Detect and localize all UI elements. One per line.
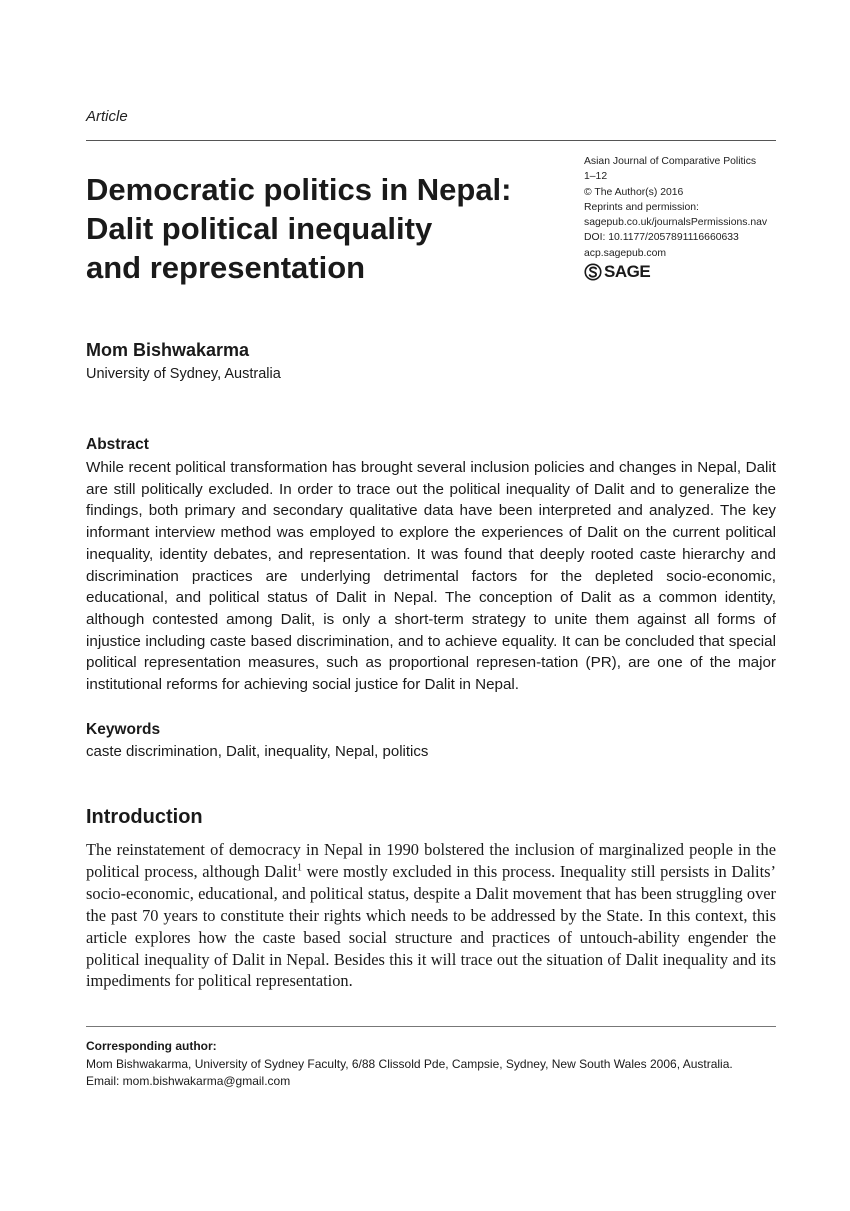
journal-site-link[interactable]: acp.sagepub.com [584,247,667,259]
footnote-marker[interactable]: 1 [297,862,303,874]
permissions-link[interactable]: sagepub.co.uk/journalsPermissions.nav [584,217,768,229]
article-type-label: Article [86,108,128,125]
journal-name: Asian Journal of Comparative Politics [584,156,757,167]
sage-logo-icon [584,263,602,281]
title-line: and representation [86,250,366,285]
keywords-list: caste discrimination, Dalit, inequality,… [86,743,429,760]
doi-link[interactable]: DOI: 10.1177/2057891116660633 [584,232,739,244]
abstract-heading: Abstract [86,436,149,453]
reprints-label: Reprints and permission: [584,201,699,213]
article-title: Democratic politics in Nepal: Dalit poli… [86,170,556,287]
sage-logo-text: SAGE [604,262,651,281]
journal-info-block: Asian Journal of Comparative Politics 1–… [584,154,784,261]
title-line: Democratic politics in Nepal: [86,172,512,207]
publisher-logo: SAGE [584,262,651,282]
keywords-heading: Keywords [86,721,161,738]
corresponding-author-address: Mom Bishwakarma, University of Sydney Fa… [86,1057,733,1071]
footnote-divider [86,1026,776,1027]
intro-text-part: The reinstatement of democracy in Nepal … [86,840,776,881]
author-name: Mom Bishwakarma [86,340,250,360]
author-affiliation: University of Sydney, Australia [86,366,281,382]
copyright-notice: © The Author(s) 2016 [584,186,684,198]
introduction-paragraph: The reinstatement of democracy in Nepal … [86,839,776,992]
introduction-heading: Introduction [86,806,203,828]
title-line: Dalit political inequality [86,211,433,246]
corresponding-author-heading: Corresponding author: [86,1039,217,1053]
header-divider [86,140,776,141]
abstract-text: While recent political transformation ha… [86,459,776,694]
page-range: 1–12 [584,171,608,183]
corresponding-author-email[interactable]: Email: mom.bishwakarma@gmail.com [86,1074,291,1088]
intro-text-part: were mostly excluded in this process. In… [86,861,777,991]
